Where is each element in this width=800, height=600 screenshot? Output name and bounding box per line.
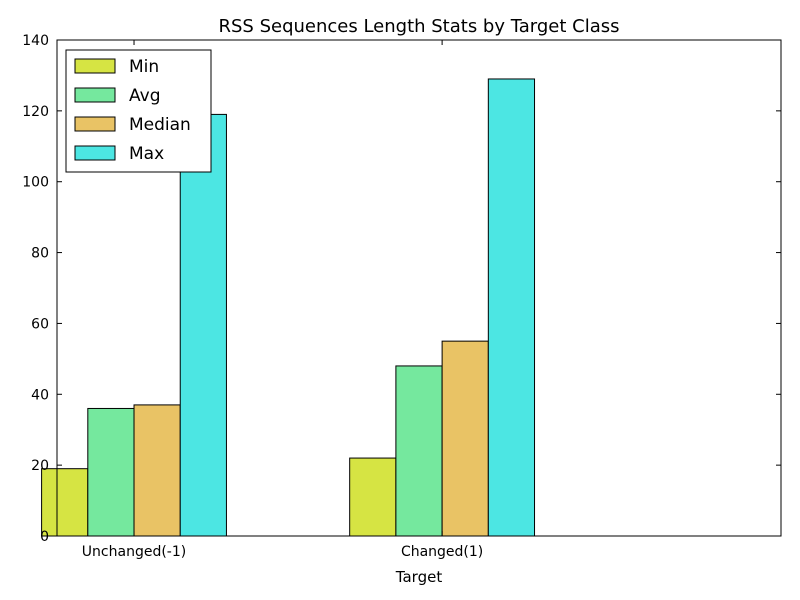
y-tick-label: 120 — [22, 104, 49, 120]
bar-max-0 — [179, 113, 227, 537]
legend-swatch-min — [74, 58, 116, 74]
x-tick-label: Changed(1) — [401, 544, 483, 560]
bars-group — [41, 78, 536, 537]
legend: Min Avg Median Max — [65, 49, 212, 173]
x-tick-label: Unchanged(-1) — [82, 544, 186, 560]
legend-swatch-max — [74, 145, 116, 161]
bar-min-0 — [41, 468, 89, 537]
legend-swatch-avg — [74, 87, 116, 103]
y-axis-ticks: 0 20 40 60 80 100 120 140 — [22, 33, 781, 545]
legend-label-max: Max — [129, 144, 164, 164]
plot-frame — [56, 39, 782, 537]
legend-label-min: Min — [129, 57, 159, 77]
bar-median-1 — [441, 340, 489, 537]
y-tick-label: 100 — [22, 175, 49, 191]
y-tick-label: 60 — [31, 316, 49, 332]
y-tick-label: 20 — [31, 458, 49, 474]
bar-min-1 — [349, 457, 397, 537]
chart-title: RSS Sequences Length Stats by Target Cla… — [218, 16, 619, 37]
legend-swatch-median — [74, 116, 116, 132]
y-tick-label: 140 — [22, 33, 49, 49]
bar-median-0 — [133, 404, 181, 537]
legend-label-avg: Avg — [129, 86, 161, 106]
y-tick-label: 40 — [31, 387, 49, 403]
legend-label-median: Median — [129, 115, 191, 135]
bar-avg-1 — [395, 365, 443, 537]
y-tick-label: 0 — [40, 529, 49, 545]
x-axis-ticks: Unchanged(-1) Changed(1) — [82, 40, 483, 560]
bar-avg-0 — [87, 407, 135, 537]
x-axis-label: Target — [395, 568, 443, 586]
y-tick-label: 80 — [31, 246, 49, 262]
bar-max-1 — [487, 78, 536, 537]
